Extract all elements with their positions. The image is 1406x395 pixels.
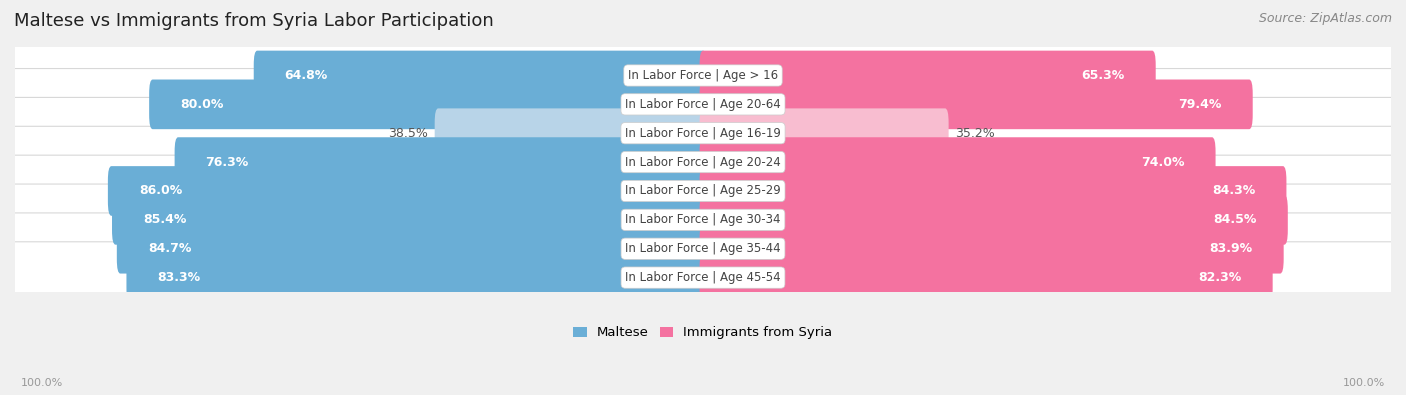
Text: In Labor Force | Age 20-24: In Labor Force | Age 20-24 [626, 156, 780, 169]
Text: 84.7%: 84.7% [148, 242, 191, 255]
FancyBboxPatch shape [434, 108, 706, 158]
Text: 83.9%: 83.9% [1209, 242, 1253, 255]
Text: In Labor Force | Age > 16: In Labor Force | Age > 16 [628, 69, 778, 82]
Text: 38.5%: 38.5% [388, 127, 427, 140]
Text: 76.3%: 76.3% [205, 156, 249, 169]
FancyBboxPatch shape [149, 79, 706, 129]
FancyBboxPatch shape [0, 69, 1406, 140]
Text: 80.0%: 80.0% [180, 98, 224, 111]
Text: In Labor Force | Age 30-34: In Labor Force | Age 30-34 [626, 213, 780, 226]
FancyBboxPatch shape [0, 155, 1406, 227]
FancyBboxPatch shape [0, 184, 1406, 256]
FancyBboxPatch shape [700, 137, 1216, 187]
Text: 83.3%: 83.3% [157, 271, 201, 284]
Text: 100.0%: 100.0% [1343, 378, 1385, 388]
FancyBboxPatch shape [112, 195, 706, 245]
FancyBboxPatch shape [700, 253, 1272, 303]
FancyBboxPatch shape [0, 98, 1406, 169]
Text: 84.5%: 84.5% [1213, 213, 1257, 226]
FancyBboxPatch shape [0, 40, 1406, 111]
FancyBboxPatch shape [127, 253, 706, 303]
Text: 74.0%: 74.0% [1142, 156, 1185, 169]
FancyBboxPatch shape [700, 166, 1286, 216]
FancyBboxPatch shape [700, 224, 1284, 274]
FancyBboxPatch shape [253, 51, 706, 100]
Text: In Labor Force | Age 35-44: In Labor Force | Age 35-44 [626, 242, 780, 255]
Text: 64.8%: 64.8% [284, 69, 328, 82]
Text: In Labor Force | Age 16-19: In Labor Force | Age 16-19 [626, 127, 780, 140]
Text: 85.4%: 85.4% [143, 213, 187, 226]
FancyBboxPatch shape [0, 126, 1406, 198]
Text: 86.0%: 86.0% [139, 184, 183, 198]
FancyBboxPatch shape [0, 213, 1406, 284]
Text: In Labor Force | Age 20-64: In Labor Force | Age 20-64 [626, 98, 780, 111]
FancyBboxPatch shape [117, 224, 706, 274]
FancyBboxPatch shape [108, 166, 706, 216]
FancyBboxPatch shape [174, 137, 706, 187]
Text: Source: ZipAtlas.com: Source: ZipAtlas.com [1258, 12, 1392, 25]
Text: In Labor Force | Age 25-29: In Labor Force | Age 25-29 [626, 184, 780, 198]
Text: 82.3%: 82.3% [1198, 271, 1241, 284]
FancyBboxPatch shape [0, 242, 1406, 313]
Text: Maltese vs Immigrants from Syria Labor Participation: Maltese vs Immigrants from Syria Labor P… [14, 12, 494, 30]
Text: 79.4%: 79.4% [1178, 98, 1222, 111]
FancyBboxPatch shape [700, 195, 1288, 245]
Text: In Labor Force | Age 45-54: In Labor Force | Age 45-54 [626, 271, 780, 284]
FancyBboxPatch shape [700, 108, 949, 158]
Text: 84.3%: 84.3% [1212, 184, 1256, 198]
Legend: Maltese, Immigrants from Syria: Maltese, Immigrants from Syria [574, 326, 832, 339]
Text: 65.3%: 65.3% [1081, 69, 1125, 82]
Text: 35.2%: 35.2% [956, 127, 995, 140]
FancyBboxPatch shape [700, 79, 1253, 129]
FancyBboxPatch shape [700, 51, 1156, 100]
Text: 100.0%: 100.0% [21, 378, 63, 388]
